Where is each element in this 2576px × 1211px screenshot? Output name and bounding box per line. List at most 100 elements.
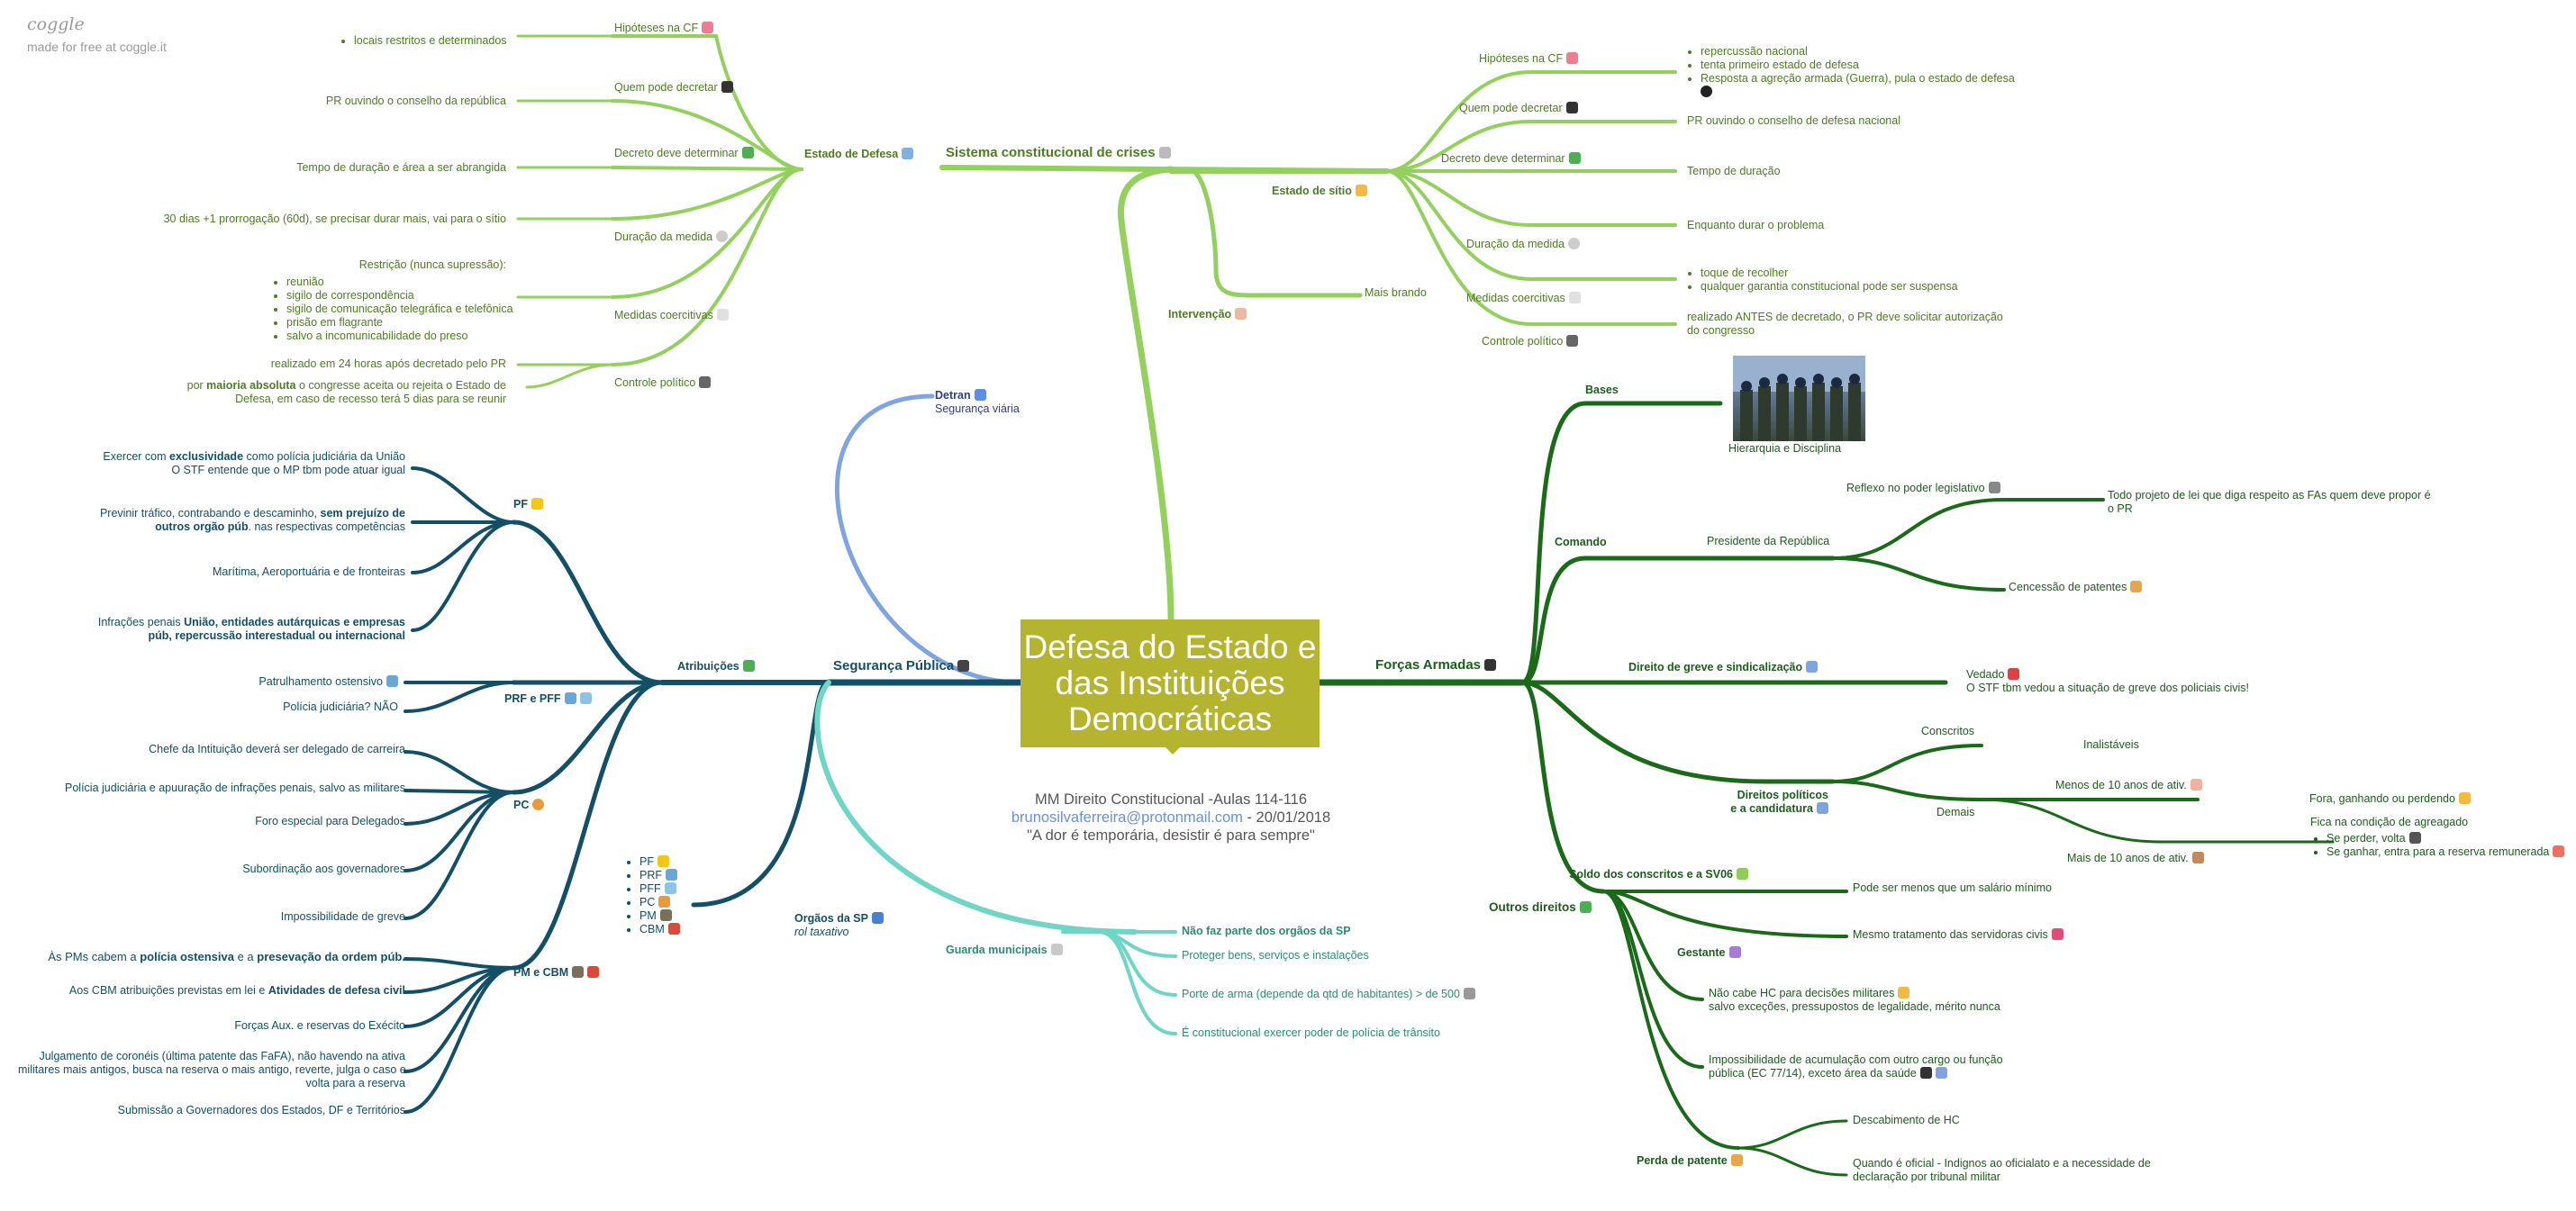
list-item: CBM <box>639 923 680 936</box>
node-greve[interactable]: Direito de greve e sindicalização <box>1628 661 1819 674</box>
politicos-menos[interactable]: Menos de 10 anos de ativ. <box>2055 779 2202 792</box>
list-item: sigilo de comunicação telegráfica e tele… <box>286 303 513 316</box>
sitio-medidas[interactable]: Medidas coercitivas <box>1466 292 1581 305</box>
police-car-icon <box>666 869 677 881</box>
pm-item-4: Julgamento de coronéis (última patente d… <box>18 1050 406 1089</box>
node-forcas-armadas[interactable]: Forças Armadas <box>1375 658 1496 672</box>
defesa-quem-decretar[interactable]: Quem pode decretar <box>614 81 733 95</box>
hat-icon <box>699 376 712 388</box>
checkbox-icon <box>1579 901 1592 913</box>
defesa-decreto[interactable]: Decreto deve determinar <box>614 147 754 160</box>
clock-icon <box>1568 238 1581 249</box>
car-icon <box>974 389 986 401</box>
note-email-link[interactable]: brunosilvaferreira@protonmail.com <box>1011 809 1243 826</box>
node-mais-brando[interactable]: Mais brando <box>1365 286 1427 299</box>
flag-icon <box>1806 661 1819 673</box>
node-sistema-crises[interactable]: Sistema constitucional de crises <box>946 146 1171 159</box>
node-orgaos-sp[interactable]: Orgãos da SP rol taxativo <box>794 912 884 939</box>
comando-patentes[interactable]: Cencessão de patentes <box>2009 581 2143 594</box>
soldier-icon <box>659 909 672 921</box>
orgaos-sub: rol taxativo <box>794 926 849 938</box>
node-comando[interactable]: Comando <box>1555 536 1607 548</box>
node-pm-cbm[interactable]: PM e CBM <box>513 966 600 980</box>
prf-item-2: Polícia judiciária? NÃO <box>283 700 398 713</box>
detran-sub: Segurança viária <box>935 402 1020 415</box>
node-bases[interactable]: Bases <box>1585 384 1619 396</box>
defesa-duracao-text: 30 dias +1 prorrogação (60d), se precisa… <box>163 212 506 225</box>
defesa-controle[interactable]: Controle político <box>614 376 712 390</box>
orgaos-list: PF PRF PFF PC PM CBM <box>623 855 680 936</box>
node-pc[interactable]: PC <box>513 799 545 812</box>
defesa-quem-text: PR ouvindo o conselho da república <box>325 95 506 107</box>
coggle-logo[interactable]: coggle made for free at coggle.it <box>27 14 167 54</box>
firefighter-icon <box>587 966 600 978</box>
pm-item-2: Aos CBM atribuições previstas em lei e A… <box>68 984 405 997</box>
defesa-medidas-heading: Restrição (nunca supressão): <box>358 258 506 271</box>
car-icon <box>386 675 398 687</box>
guard-icon <box>1484 659 1496 671</box>
outros-acumulacao: Impossibilidade de acumulação com outro … <box>1709 1053 2003 1080</box>
outros-soldo[interactable]: Soldo dos conscritos e a SV06 <box>1569 868 1749 881</box>
soldiers-illustration <box>1733 356 1865 441</box>
defesa-controle-text1: realizado em 24 horas após decretado pel… <box>270 357 506 370</box>
sitio-quem-text: PR ouvindo o conselho de defesa nacional <box>1687 114 1900 127</box>
note-quote: "A dor é temporária, desistir é para sem… <box>1027 827 1315 844</box>
pc-item-5: Impossibilidade de greve <box>280 910 405 923</box>
ballot-box-icon <box>1817 802 1828 814</box>
list-item: toque de recolher <box>1701 267 1958 280</box>
note-course: MM Direito Constitucional -Aulas 114-116 <box>1034 791 1308 808</box>
node-seguranca-publica[interactable]: Segurança Pública <box>833 659 970 673</box>
pm-item-3: Forças Aux. e reservas do Exécito <box>234 1019 405 1032</box>
list-item: prisão em flagrante <box>286 316 506 330</box>
government-building-icon <box>1988 482 2000 493</box>
list-item: tenta primeiro estado de defesa <box>1701 59 2015 72</box>
skull-icon <box>1158 147 1171 158</box>
pf-item-3: Marítima, Aeroportuária e de fronteiras <box>213 565 405 578</box>
node-outros-direitos[interactable]: Outros direitos <box>1489 900 1592 914</box>
comando-reflexo[interactable]: Reflexo no poder legislativo <box>1846 482 2000 495</box>
sitio-decreto[interactable]: Decreto deve determinar <box>1441 152 1581 166</box>
sitio-duracao[interactable]: Duração da medida <box>1466 238 1581 251</box>
defesa-hipoteses-item: locais restritos e determinados <box>338 34 507 48</box>
node-direitos-politicos[interactable]: Direitos políticos e a candidatura <box>1730 789 1828 815</box>
outros-perda-patente[interactable]: Perda de patente <box>1637 1154 1743 1168</box>
node-prf-pff[interactable]: PRF e PFF <box>504 692 592 706</box>
crown-icon <box>1898 987 1910 999</box>
shackles-icon <box>716 309 729 321</box>
list-item: Se ganhar, entra para a reserva remunera… <box>2327 845 2565 859</box>
node-estado-sitio[interactable]: Estado de sítio <box>1272 185 1367 198</box>
list-item: PFF <box>639 882 680 896</box>
node-guarda-municipais[interactable]: Guarda municipais <box>946 944 1063 957</box>
list-item: salvo a incomunicabilidade do preso <box>286 330 506 343</box>
comando-presidente[interactable]: Presidente da República <box>1707 535 1830 547</box>
central-note: MM Direito Constitucional -Aulas 114-116… <box>991 791 1351 845</box>
shackles-icon <box>1568 292 1581 303</box>
politicos-conscritos[interactable]: Conscritos <box>1921 725 1975 737</box>
medal-icon <box>1730 1154 1743 1166</box>
central-topic[interactable]: Defesa do Estado e das Instituições Demo… <box>1020 619 1320 747</box>
note-date: - 20/01/2018 <box>1242 809 1331 826</box>
sitio-hipoteses-list: repercussão nacional tenta primeiro esta… <box>1684 45 2015 99</box>
node-pf[interactable]: PF <box>513 498 543 511</box>
defesa-duracao[interactable]: Duração da medida <box>614 230 729 244</box>
node-intervencao[interactable]: Intervenção <box>1168 308 1247 321</box>
checkbox-icon <box>741 147 754 158</box>
defesa-medidas[interactable]: Medidas coercitivas <box>614 309 729 322</box>
pf-item-4: Infrações penais União, entidades autárq… <box>97 616 405 642</box>
outros-gestante[interactable]: Gestante <box>1677 946 1741 960</box>
list-item: PF <box>639 855 680 869</box>
greve-vedado: Vedado O STF tbm vedou a situação de grev… <box>1966 668 2250 694</box>
politicos-mais[interactable]: Mais de 10 anos de ativ. <box>2067 852 2204 865</box>
bases-caption: Hierarquia e Disciplina <box>1728 442 1842 455</box>
defesa-hipoteses[interactable]: Hipóteses na CF <box>614 22 714 35</box>
node-atribuicoes[interactable]: Atribuições <box>677 660 755 673</box>
sitio-controle[interactable]: Controle político <box>1482 335 1579 348</box>
traffic-light-icon <box>957 660 970 672</box>
politicos-demais[interactable]: Demais <box>1937 806 1975 818</box>
pc-item-2: Polícia judiciária e apuuração de infraç… <box>65 782 405 794</box>
node-detran[interactable]: Detran Segurança viária <box>935 389 1020 415</box>
sitio-hipoteses[interactable]: Hipóteses na CF <box>1479 52 1579 66</box>
node-estado-defesa[interactable]: Estado de Defesa <box>804 148 914 161</box>
sitio-quem-decretar[interactable]: Quem pode decretar <box>1459 102 1578 115</box>
